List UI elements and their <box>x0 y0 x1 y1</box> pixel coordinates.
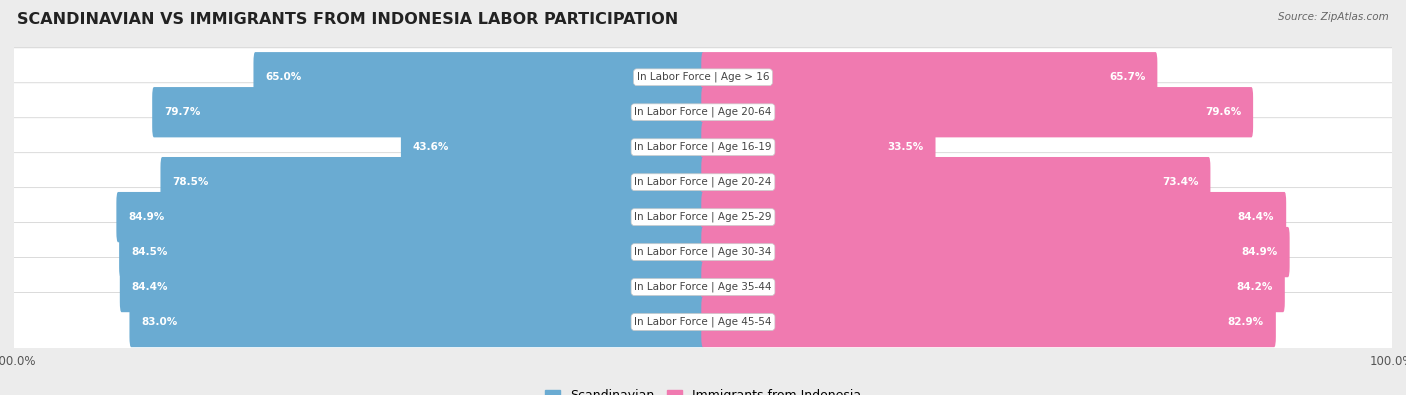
Text: 65.0%: 65.0% <box>266 72 302 82</box>
Text: 82.9%: 82.9% <box>1227 317 1264 327</box>
Text: In Labor Force | Age 30-34: In Labor Force | Age 30-34 <box>634 247 772 257</box>
FancyBboxPatch shape <box>8 118 1398 177</box>
FancyBboxPatch shape <box>152 87 704 137</box>
Text: 84.9%: 84.9% <box>128 212 165 222</box>
Text: In Labor Force | Age 35-44: In Labor Force | Age 35-44 <box>634 282 772 292</box>
FancyBboxPatch shape <box>129 297 704 347</box>
FancyBboxPatch shape <box>702 227 1289 277</box>
Text: 43.6%: 43.6% <box>413 142 450 152</box>
FancyBboxPatch shape <box>702 87 1253 137</box>
Text: SCANDINAVIAN VS IMMIGRANTS FROM INDONESIA LABOR PARTICIPATION: SCANDINAVIAN VS IMMIGRANTS FROM INDONESI… <box>17 12 678 27</box>
FancyBboxPatch shape <box>120 262 704 312</box>
Text: 79.6%: 79.6% <box>1205 107 1241 117</box>
FancyBboxPatch shape <box>117 192 704 242</box>
Text: 78.5%: 78.5% <box>173 177 209 187</box>
Text: In Labor Force | Age 16-19: In Labor Force | Age 16-19 <box>634 142 772 152</box>
Text: Source: ZipAtlas.com: Source: ZipAtlas.com <box>1278 12 1389 22</box>
FancyBboxPatch shape <box>702 297 1275 347</box>
Text: 73.4%: 73.4% <box>1161 177 1198 187</box>
Text: In Labor Force | Age 20-24: In Labor Force | Age 20-24 <box>634 177 772 187</box>
FancyBboxPatch shape <box>120 227 704 277</box>
FancyBboxPatch shape <box>702 122 935 172</box>
Text: 83.0%: 83.0% <box>142 317 177 327</box>
Text: 79.7%: 79.7% <box>165 107 201 117</box>
FancyBboxPatch shape <box>253 52 704 102</box>
FancyBboxPatch shape <box>702 157 1211 207</box>
Text: 33.5%: 33.5% <box>887 142 924 152</box>
Legend: Scandinavian, Immigrants from Indonesia: Scandinavian, Immigrants from Indonesia <box>540 384 866 395</box>
Text: 84.2%: 84.2% <box>1236 282 1272 292</box>
Text: 84.4%: 84.4% <box>132 282 169 292</box>
FancyBboxPatch shape <box>8 223 1398 282</box>
Text: In Labor Force | Age 20-64: In Labor Force | Age 20-64 <box>634 107 772 117</box>
FancyBboxPatch shape <box>702 192 1286 242</box>
FancyBboxPatch shape <box>401 122 704 172</box>
Text: 84.4%: 84.4% <box>1237 212 1274 222</box>
FancyBboxPatch shape <box>8 48 1398 107</box>
Text: In Labor Force | Age 45-54: In Labor Force | Age 45-54 <box>634 317 772 327</box>
FancyBboxPatch shape <box>8 153 1398 212</box>
Text: 65.7%: 65.7% <box>1109 72 1146 82</box>
FancyBboxPatch shape <box>160 157 704 207</box>
FancyBboxPatch shape <box>702 52 1157 102</box>
FancyBboxPatch shape <box>8 258 1398 316</box>
Text: In Labor Force | Age 25-29: In Labor Force | Age 25-29 <box>634 212 772 222</box>
FancyBboxPatch shape <box>8 83 1398 142</box>
FancyBboxPatch shape <box>8 293 1398 352</box>
FancyBboxPatch shape <box>702 262 1285 312</box>
Text: In Labor Force | Age > 16: In Labor Force | Age > 16 <box>637 72 769 83</box>
FancyBboxPatch shape <box>8 188 1398 246</box>
Text: 84.9%: 84.9% <box>1241 247 1278 257</box>
Text: 84.5%: 84.5% <box>131 247 167 257</box>
